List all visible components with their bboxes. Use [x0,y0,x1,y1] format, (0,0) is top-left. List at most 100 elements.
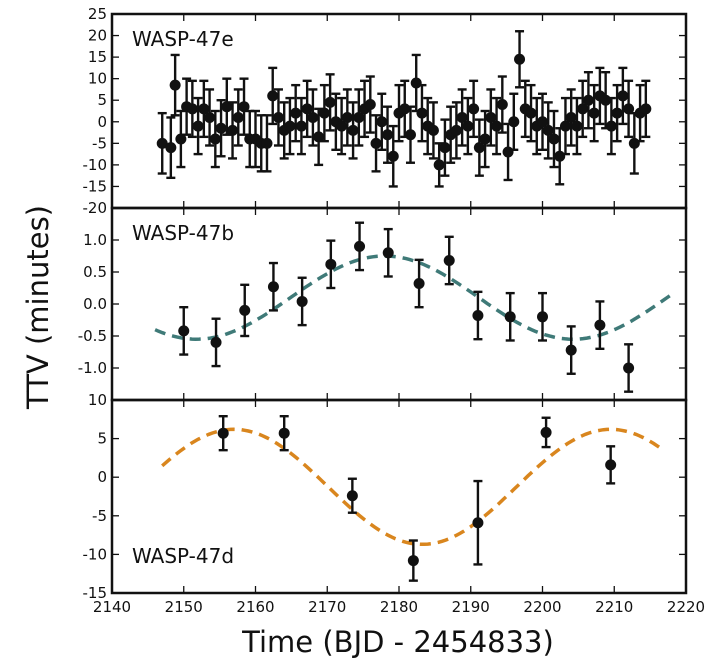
marker [178,325,190,337]
data-point [410,53,422,113]
y-tick-label: 15 [88,48,107,66]
data-point [301,79,313,139]
panel-label: WASP-47d [132,544,234,568]
x-tick-label: 2200 [523,598,561,616]
data-point [215,99,227,158]
marker [364,99,376,111]
data-point [485,88,497,147]
marker [295,120,307,132]
data-point [387,124,399,188]
panel-frame [110,398,688,595]
data-point [382,227,394,278]
marker [456,111,468,123]
y-tick-label: 20 [88,27,107,45]
data-point [439,118,451,177]
data-point [210,317,222,368]
panels-layer: -20 -15 -10 -5 0 5 10 15 20 25 WASP-47e -1.0 -0.5 0.0… [78,5,688,602]
data-point [473,118,485,177]
marker [278,427,290,439]
data-point [472,479,484,566]
x-tick-label: 2220 [667,598,705,616]
data-point [540,416,552,449]
marker [215,122,227,134]
marker [209,133,221,145]
data-point [548,109,560,169]
marker [307,111,319,123]
marker [439,142,451,154]
data-point [192,96,204,156]
marker [468,103,480,115]
marker [347,124,359,136]
y-tick-label: 0 [97,468,107,486]
marker [537,311,548,323]
data-point [605,96,617,156]
data-point [504,291,516,342]
marker [623,362,635,374]
marker [502,146,514,158]
marker [427,124,439,136]
marker [217,427,229,439]
marker [443,254,455,266]
data-point [514,30,526,89]
marker [354,240,366,252]
marker [617,90,629,102]
marker [186,103,198,115]
data-point [600,70,612,130]
marker [623,103,635,115]
data-point [364,75,376,134]
panel-wasp-47b: -1.0 -0.5 0.0 0.5 1.0 WASP-47b [78,206,688,402]
data-point [623,343,635,393]
data-point [443,235,455,286]
data-point [354,221,366,272]
data-point [217,415,229,452]
data-point [165,116,177,180]
data-point [472,290,484,341]
data-point [588,83,600,143]
y-axis-title: TTV (minutes) [21,205,55,410]
data-point [346,477,358,514]
marker [554,150,566,162]
y-tick-label: 5 [97,430,107,448]
y-tick-label: 1.0 [83,231,107,249]
data-point [169,53,181,117]
data-point [565,88,577,147]
x-axis-title: Time (BJD - 2454833) [241,625,554,659]
data-point [502,122,514,182]
marker [565,111,577,123]
x-tick-label: 2190 [452,598,490,616]
marker [387,150,399,162]
data-point [508,92,520,152]
data-point [407,539,419,582]
y-tick-label: -20 [83,199,108,217]
marker [540,426,552,438]
x-tick-label: 2210 [595,598,633,616]
data-point [156,111,168,175]
data-point [404,105,416,164]
marker [370,137,382,149]
y-tick-label: -15 [83,584,108,602]
y-tick-label: 0.0 [83,295,107,313]
marker [413,278,425,290]
y-tick-label: 0 [97,113,107,131]
marker [324,96,336,108]
data-point [427,101,439,160]
data-point [456,88,468,147]
marker [462,120,474,132]
data-point [628,111,640,175]
y-tick-label: -5 [92,507,107,525]
marker [221,101,233,113]
marker [382,247,394,259]
panel-label: WASP-47e [132,27,234,51]
x-tick-label: 2160 [236,598,274,616]
y-tick-label: -10 [83,545,108,563]
data-point [468,79,480,139]
marker [407,555,419,567]
data-point [422,96,434,156]
data-point [198,79,210,139]
data-point [341,88,353,147]
data-point [542,101,554,160]
data-point [640,79,652,139]
marker [473,142,485,154]
marker [232,111,244,123]
marker [382,129,394,141]
